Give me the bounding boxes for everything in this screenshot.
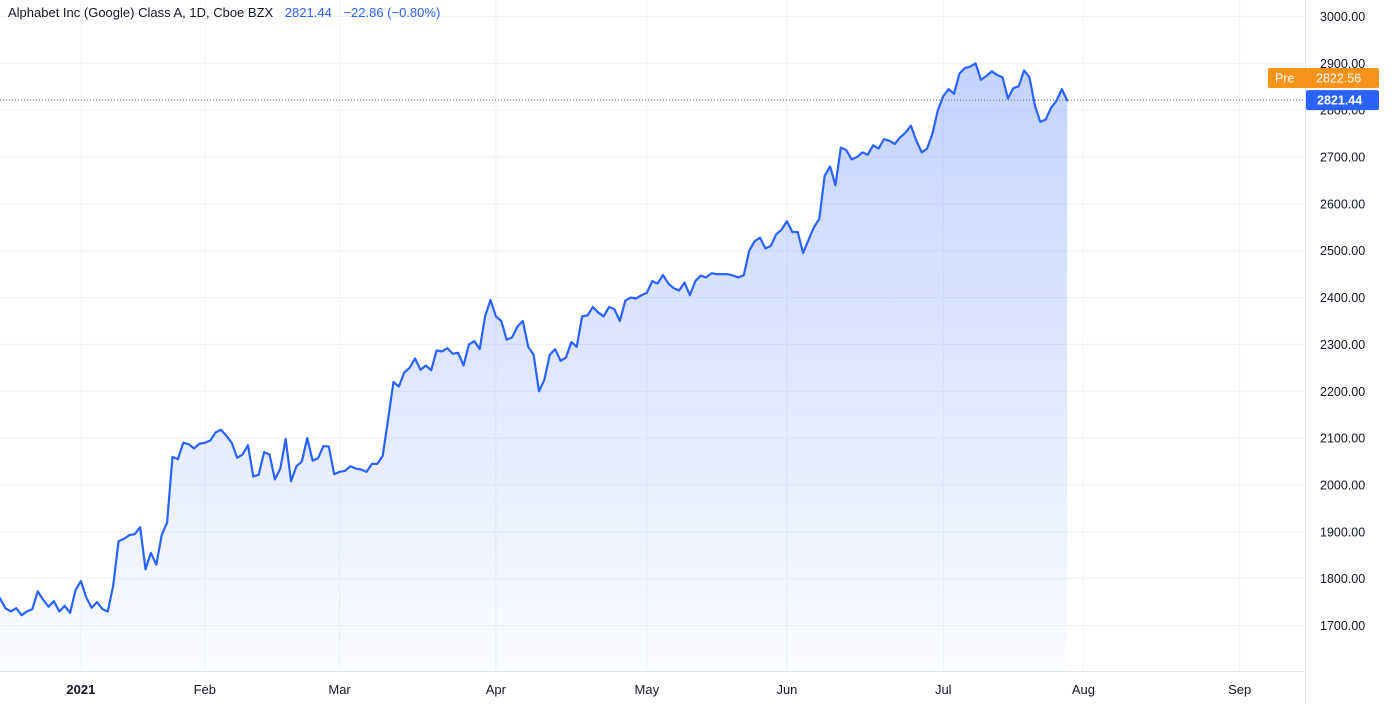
x-tick-label: Sep: [1228, 682, 1251, 697]
y-tick-label: 3000.00: [1320, 10, 1365, 24]
y-tick-label: 2000.00: [1320, 478, 1365, 492]
y-tick-label: 1800.00: [1320, 572, 1365, 586]
x-tick-label: Apr: [486, 682, 507, 697]
symbol-title: Alphabet Inc (Google) Class A, 1D, Cboe …: [8, 5, 274, 20]
y-tick-label: 2300.00: [1320, 338, 1365, 352]
time-axis[interactable]: 2021 Feb Mar Apr May Jun Jul Aug Sep: [66, 682, 1251, 697]
y-tick-label: 1700.00: [1320, 619, 1365, 633]
x-tick-label: Jun: [776, 682, 797, 697]
pre-badge-bg: [1268, 68, 1379, 88]
chart-legend: Alphabet Inc (Google) Class A, 1D, Cboe …: [8, 5, 440, 20]
pre-badge-label: Pre: [1275, 72, 1295, 86]
legend-change: −22.86 (−0.80%): [343, 5, 441, 20]
last-badge-value: 2821.44: [1317, 94, 1362, 108]
y-tick-label: 1900.00: [1320, 525, 1365, 539]
x-tick-label: Jul: [935, 682, 952, 697]
y-tick-label: 2500.00: [1320, 244, 1365, 258]
pre-market-badge: Pre 2822.56: [1268, 68, 1379, 88]
x-tick-label: Mar: [328, 682, 351, 697]
y-tick-label: 2700.00: [1320, 151, 1365, 165]
last-badge-bg: [1306, 90, 1379, 111]
pre-badge-value: 2822.56: [1316, 72, 1361, 86]
y-tick-label: 2900.00: [1320, 57, 1365, 71]
x-tick-label: Feb: [194, 682, 216, 697]
price-line-series[interactable]: [0, 62, 1069, 617]
last-price-badge: 2821.44: [1306, 90, 1379, 111]
x-tick-label: 2021: [66, 682, 95, 697]
price-area-fill: [0, 63, 1068, 672]
y-tick-label: 2200.00: [1320, 385, 1365, 399]
x-tick-label: Aug: [1072, 682, 1095, 697]
legend-last-value: 2821.44: [284, 5, 332, 20]
x-tick-label: May: [635, 682, 660, 697]
y-tick-label: 2600.00: [1320, 197, 1365, 211]
y-tick-label: 2400.00: [1320, 291, 1365, 305]
y-tick-label: 2100.00: [1320, 432, 1365, 446]
